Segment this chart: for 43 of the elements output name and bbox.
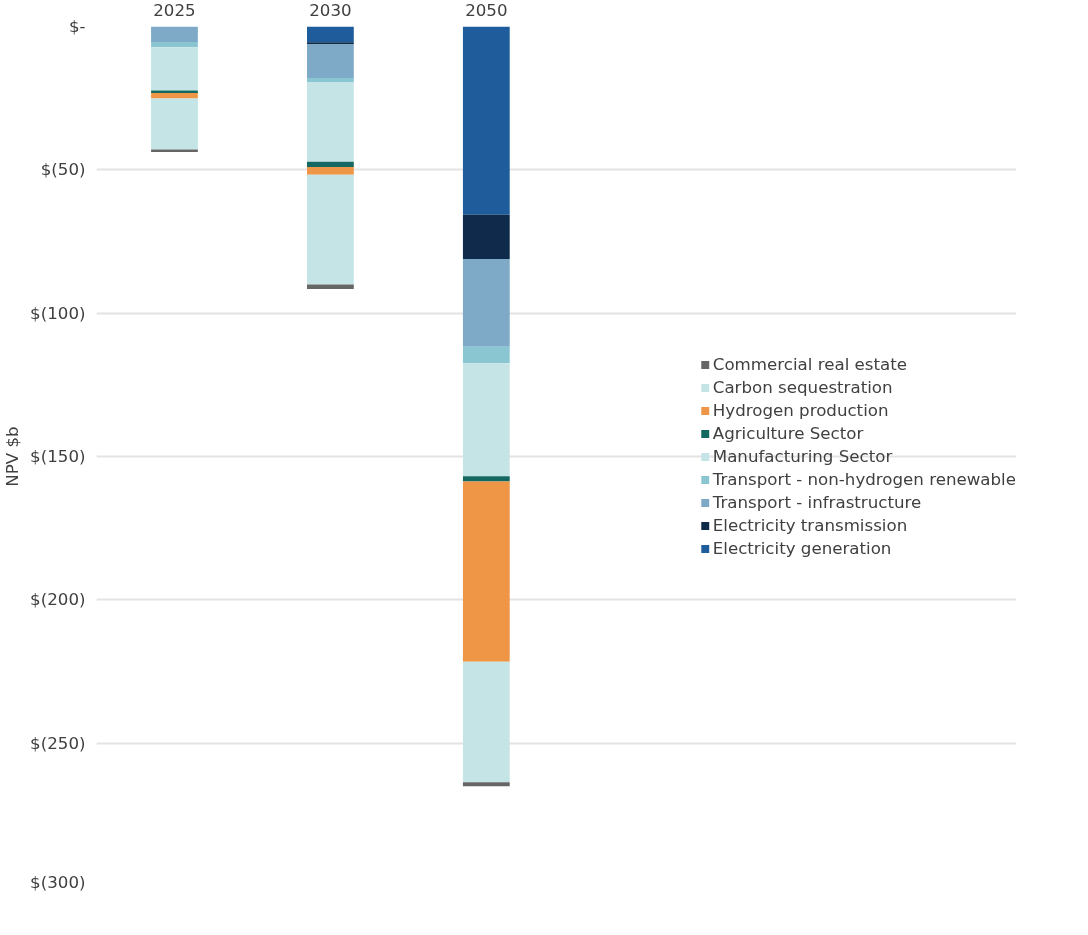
bar	[151, 41, 198, 48]
legend-label: Electricity generation	[712, 538, 892, 558]
bar	[462, 363, 510, 477]
bar	[307, 26, 354, 43]
bar	[307, 166, 354, 175]
legend-label: Transport - infrastructure	[712, 492, 922, 512]
bar	[462, 346, 510, 364]
y-axis-title: NPV $b	[3, 426, 23, 487]
bar	[307, 78, 354, 83]
legend-label: Commercial real estate	[712, 354, 907, 374]
bar	[151, 98, 198, 150]
y-tick-label: $(200)	[30, 590, 86, 610]
bar	[462, 481, 510, 662]
bar	[307, 174, 354, 285]
bar	[307, 43, 354, 79]
legend-label: Transport - non-hydrogen renewable	[712, 469, 1016, 489]
bar	[462, 214, 510, 259]
bar	[462, 782, 510, 787]
legend-label: Manufacturing Sector	[712, 446, 893, 466]
y-tick-label: $(150)	[30, 447, 86, 466]
bar	[307, 82, 354, 162]
bar	[462, 26, 510, 215]
y-tick-label: $(100)	[30, 303, 86, 323]
x-tick-label: 2030	[309, 0, 352, 20]
y-tick-label: $(250)	[30, 733, 86, 753]
legend-label: Electricity transmission	[712, 515, 908, 535]
legend-label: Agriculture Sector	[712, 423, 864, 443]
bar	[151, 149, 198, 153]
legend-label: Carbon sequestration	[712, 377, 893, 397]
bar	[151, 93, 198, 99]
y-tick-label: $(300)	[30, 872, 86, 892]
bar	[151, 26, 198, 42]
bar	[462, 476, 510, 482]
y-tick-label: $-	[68, 17, 86, 36]
bar	[462, 258, 510, 347]
legend-label: Hydrogen production	[712, 400, 889, 420]
y-tick-label: $(50)	[40, 160, 86, 180]
bar	[151, 90, 198, 94]
bar	[462, 661, 510, 783]
bar	[151, 47, 198, 91]
bar	[307, 161, 354, 167]
x-tick-label: 2025	[153, 0, 196, 20]
x-tick-label: 2050	[465, 0, 508, 20]
